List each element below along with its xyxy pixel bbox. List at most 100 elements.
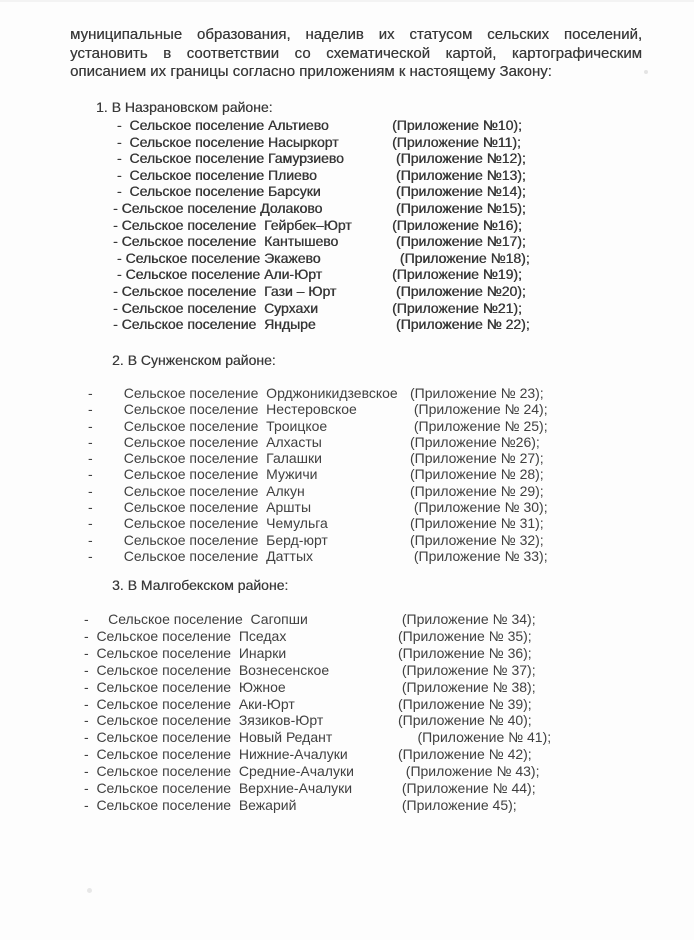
appendix-ref: (Приложение №18); bbox=[392, 249, 530, 266]
settlement-name: - Сельское поселение Аршты bbox=[88, 499, 312, 516]
appendix-ref: (Приложение №17); bbox=[392, 233, 526, 250]
appendix-ref: (Приложение № 33); bbox=[410, 547, 548, 564]
district-section: 2. В Сунженском районе: - Сельское поселе… bbox=[0, 352, 694, 564]
appendix-ref: (Приложение № 40); bbox=[398, 712, 532, 729]
settlement-name: - Сельское поселение Троицкое bbox=[88, 417, 328, 434]
settlement-list: - Сельское поселение Сагопши (Приложение… bbox=[0, 611, 694, 814]
settlement-row: - Сельское поселение Насыркорт (Приложени… bbox=[0, 134, 694, 151]
settlement-row: - Сельское поселение Чемульга (Приложение… bbox=[0, 515, 694, 531]
appendix-ref: (Приложение № 44); bbox=[398, 780, 536, 797]
settlement-row: - Сельское поселение Долаково (Приложени… bbox=[0, 200, 694, 217]
district-heading: 1. В Назрановском районе: bbox=[96, 99, 273, 115]
settlement-row: - Сельское поселение Средние-Ачалуки (Пр… bbox=[0, 763, 694, 780]
settlement-row: - Сельское поселение Гейрбек–Юрт (Приложе… bbox=[0, 217, 694, 234]
settlement-row: - Сельское поселение Новый Редант (Прило… bbox=[0, 729, 694, 746]
settlement-row: - Сельское поселение Али-Юрт (Приложение … bbox=[0, 266, 694, 283]
settlement-row: - Сельское поселение Даттых (Приложение … bbox=[0, 548, 694, 564]
appendix-ref: (Приложение № 43); bbox=[398, 763, 540, 780]
appendix-ref: (Приложение №13); bbox=[392, 166, 526, 183]
scan-speck bbox=[87, 888, 92, 893]
settlement-row: - Сельское поселение Алхасты (Приложение … bbox=[0, 434, 694, 450]
intro-paragraph: муниципальные образования, наделив их ст… bbox=[70, 26, 642, 82]
settlement-row: - Сельское поселение Южное (Приложение №… bbox=[0, 679, 694, 696]
settlement-name: - Сельское поселение Али-Юрт bbox=[113, 266, 322, 283]
scan-speck bbox=[644, 70, 648, 74]
settlement-name: - Сельское поселение Алхасты bbox=[88, 433, 322, 450]
settlement-row: - Сельское поселение Плиево (Приложение … bbox=[0, 167, 694, 184]
settlement-name: - Сельское поселение Нестеровское bbox=[88, 401, 357, 418]
appendix-ref: (Приложение № 30); bbox=[410, 499, 548, 516]
settlement-row: - Сельское поселение Гази – Юрт (Приложе… bbox=[0, 283, 694, 300]
settlement-row: - Сельское поселение Вежарий (Приложение… bbox=[0, 797, 694, 814]
settlement-name: - Сельское поселение Альтиево bbox=[113, 117, 329, 133]
appendix-ref: (Приложение №12); bbox=[392, 150, 526, 167]
appendix-ref: (Приложение № 23); bbox=[410, 385, 544, 401]
district-section: 3. В Малгобекском районе: - Сельское посе… bbox=[0, 577, 694, 814]
settlement-row: - Сельское поселение Орджоникидзевское (П… bbox=[0, 385, 694, 401]
settlement-name: - Сельское поселение Аки-Юрт bbox=[84, 695, 295, 712]
appendix-ref: (Приложение № 31); bbox=[410, 515, 544, 532]
settlement-row: - Сельское поселение Галашки (Приложение … bbox=[0, 450, 694, 466]
settlement-row: - Сельское поселение Берд-юрт (Приложение… bbox=[0, 532, 694, 548]
intro-line: описанием их границы согласно приложения… bbox=[70, 63, 552, 80]
settlement-name: - Сельское поселение Верхние-Ачалуки bbox=[84, 780, 353, 797]
appendix-ref: (Приложение № 39); bbox=[398, 695, 532, 712]
settlement-name: - Сельское поселение Сагопши bbox=[84, 611, 308, 627]
settlement-row: - Сельское поселение Альтиево (Приложение… bbox=[0, 117, 694, 134]
appendix-ref: (Приложение №26); bbox=[410, 433, 540, 450]
settlement-name: - Сельское поселение Галашки bbox=[88, 450, 322, 467]
settlement-name: - Сельское поселение Экажево bbox=[113, 249, 321, 266]
scan-edge bbox=[0, 0, 694, 2]
appendix-ref: (Приложение № 37); bbox=[398, 661, 536, 678]
settlement-row: - Сельское поселение Сурхахи (Приложение … bbox=[0, 300, 694, 317]
settlement-name: - Сельское поселение Яндыре bbox=[113, 316, 316, 333]
settlement-name: - Сельское поселение Барсуки bbox=[113, 183, 321, 200]
settlement-row: - Сельское поселение Зязиков-Юрт (Приложе… bbox=[0, 712, 694, 729]
settlement-row: - Сельское поселение Верхние-Ачалуки (Пр… bbox=[0, 780, 694, 797]
appendix-ref: (Приложение 45); bbox=[398, 796, 517, 813]
settlement-row: - Сельское поселение Нижние-Ачалуки (Прил… bbox=[0, 746, 694, 763]
appendix-ref: (Приложение № 32); bbox=[410, 531, 544, 548]
settlement-row: - Сельское поселение Барсуки (Приложение… bbox=[0, 183, 694, 200]
settlement-name: - Сельское поселение Долаково bbox=[113, 199, 323, 216]
settlement-name: - Сельское поселение Гази – Юрт bbox=[113, 282, 337, 299]
settlement-name: - Сельское поселение Гейрбек–Юрт bbox=[113, 216, 352, 233]
district-heading: 2. В Сунженском районе: bbox=[112, 352, 276, 368]
appendix-ref: (Приложение №11); bbox=[392, 133, 521, 150]
settlement-row: - Сельское поселение Алкун (Приложение № … bbox=[0, 483, 694, 499]
settlement-name: - Сельское поселение Нижние-Ачалуки bbox=[84, 746, 348, 763]
settlement-row: - Сельское поселение Троицкое (Приложени… bbox=[0, 418, 694, 434]
appendix-ref: (Приложение №20); bbox=[392, 282, 526, 299]
settlement-name: - Сельское поселение Плиево bbox=[113, 166, 317, 183]
intro-line: муниципальные образования, наделив их ст… bbox=[70, 26, 642, 43]
settlement-name: - Сельское поселение Вознесенское bbox=[84, 661, 330, 678]
settlement-row: - Сельское поселение Вознесенское (Прило… bbox=[0, 662, 694, 679]
settlement-name: - Сельское поселение Алкун bbox=[88, 482, 305, 499]
intro-line: установить в соответствии со схематическ… bbox=[70, 44, 642, 62]
settlement-row: - Сельское поселение Аршты (Приложение №… bbox=[0, 499, 694, 515]
appendix-ref: (Приложение №16); bbox=[392, 216, 522, 233]
settlement-row: - Сельское поселение Нестеровское (Прило… bbox=[0, 401, 694, 417]
appendix-ref: (Приложение № 29); bbox=[410, 482, 544, 499]
settlement-name: - Сельское поселение Инарки bbox=[84, 644, 287, 661]
settlement-list: - Сельское поселение Орджоникидзевское (П… bbox=[0, 385, 694, 564]
settlement-name: - Сельское поселение Гамурзиево bbox=[113, 150, 344, 167]
appendix-ref: (Приложение №10); bbox=[392, 117, 522, 133]
appendix-ref: (Приложение № 42); bbox=[398, 746, 532, 763]
settlement-row: - Сельское поселение Сагопши (Приложение… bbox=[0, 611, 694, 628]
appendix-ref: (Приложение № 24); bbox=[410, 401, 548, 418]
district-section: 1. В Назрановском районе: - Сельское пос… bbox=[0, 99, 694, 333]
settlement-row: - Сельское поселение Гамурзиево (Приложе… bbox=[0, 150, 694, 167]
settlement-name: - Сельское поселение Кантышево bbox=[113, 233, 339, 250]
settlement-name: - Сельское поселение Сурхахи bbox=[113, 299, 318, 316]
appendix-ref: (Приложение № 27); bbox=[410, 450, 544, 467]
settlement-name: - Сельское поселение Вежарий bbox=[84, 796, 297, 813]
settlement-name: - Сельское поселение Чемульга bbox=[88, 515, 328, 532]
settlement-name: - Сельское поселение Насыркорт bbox=[113, 133, 339, 150]
appendix-ref: (Приложение № 41); bbox=[398, 729, 552, 746]
settlement-name: - Сельское поселение Пседах bbox=[84, 627, 287, 644]
settlement-name: - Сельское поселение Берд-юрт bbox=[88, 531, 328, 548]
settlement-row: - Сельское поселение Экажево (Приложение… bbox=[0, 250, 694, 267]
appendix-ref: (Приложение № 25); bbox=[410, 417, 548, 434]
